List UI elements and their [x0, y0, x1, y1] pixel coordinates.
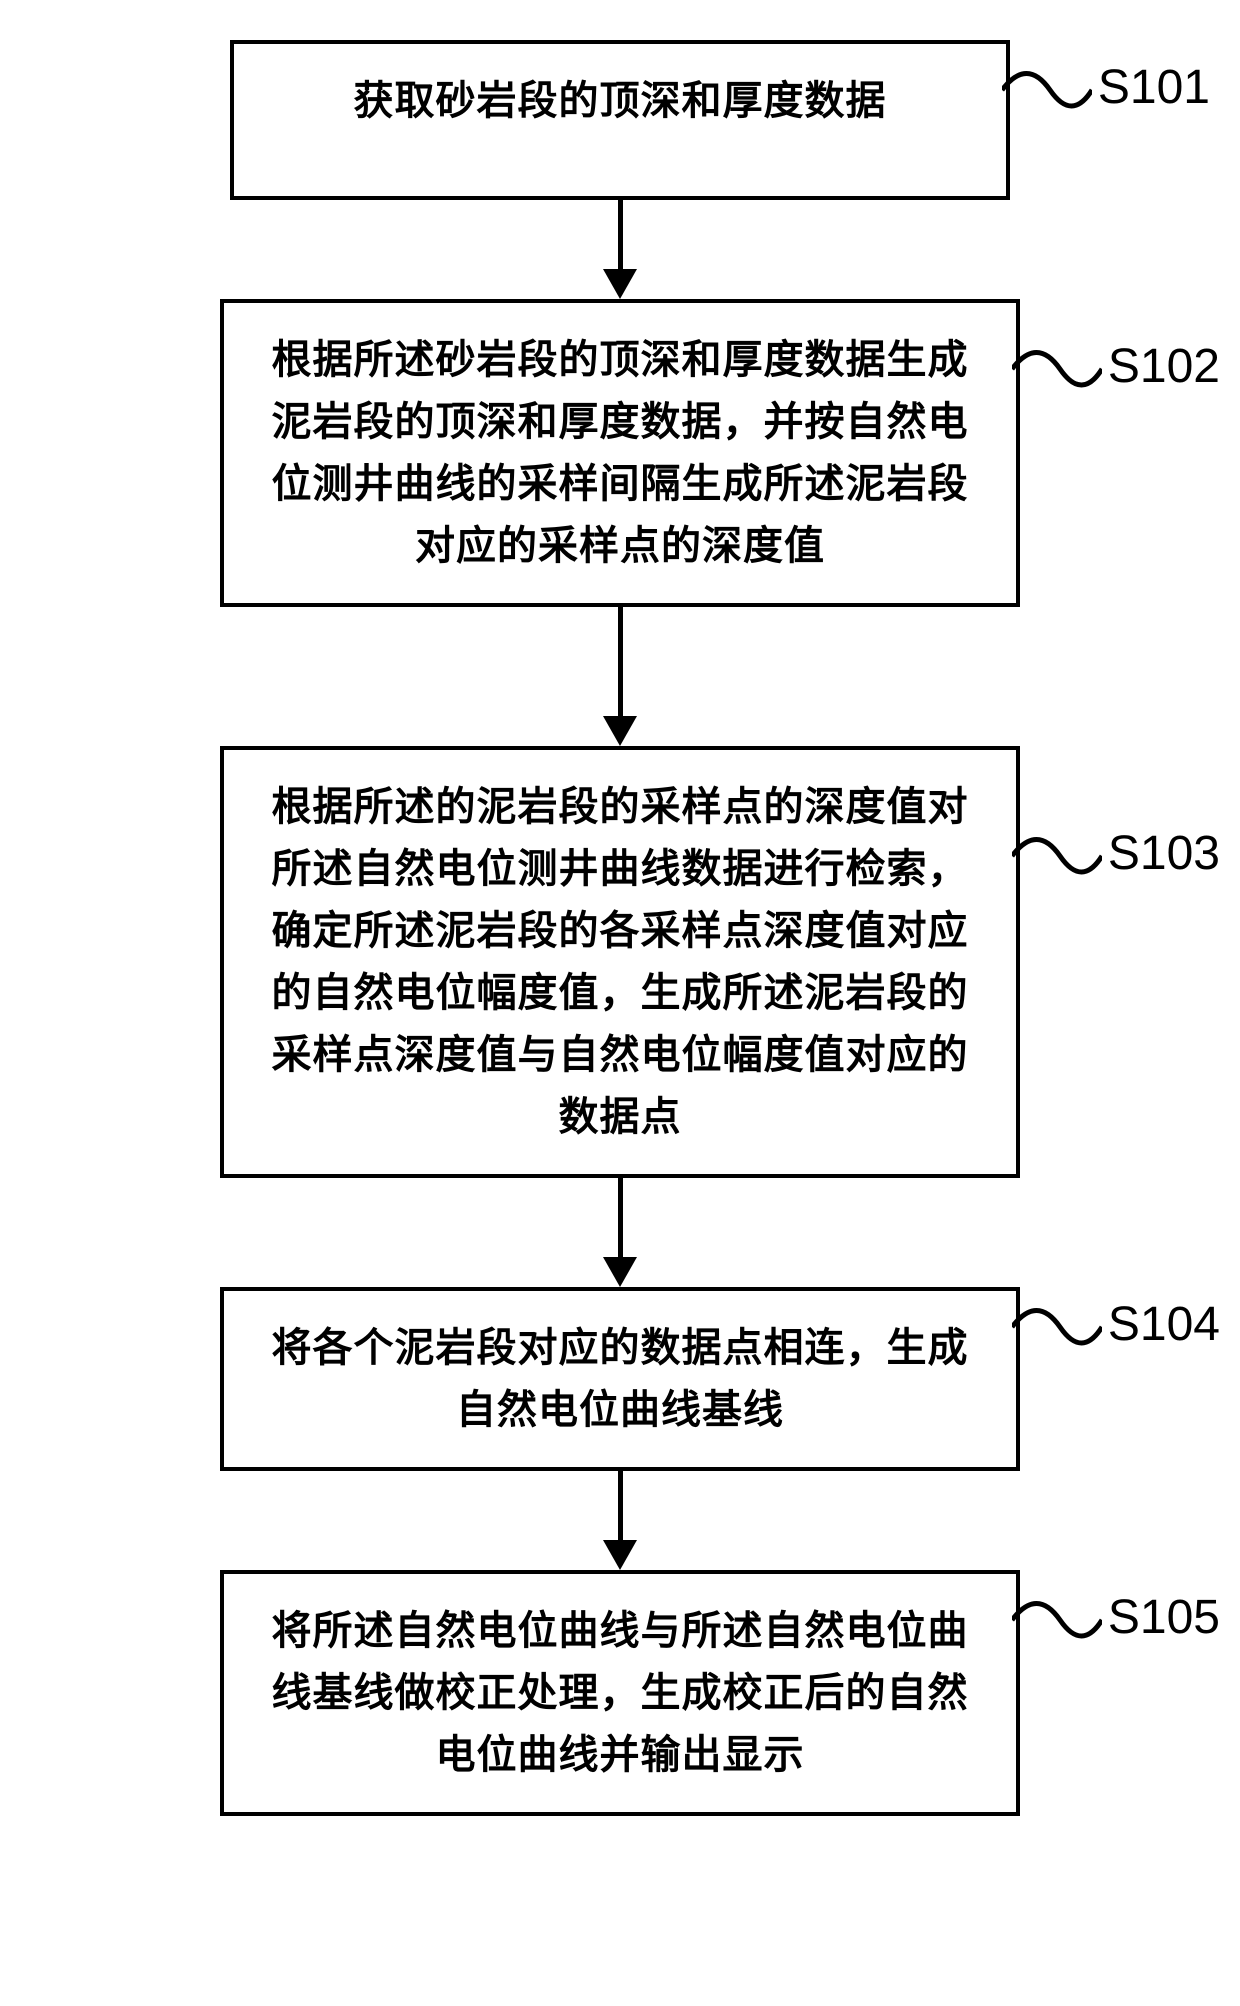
arrow-shaft: [618, 1471, 623, 1541]
flow-node-s103: 根据所述的泥岩段的采样点的深度值对所述自然电位测井曲线数据进行检索，确定所述泥岩…: [220, 746, 1020, 1178]
flow-node-s101: 获取砂岩段的顶深和厚度数据: [230, 40, 1010, 200]
flow-node-s104: 将各个泥岩段对应的数据点相连，生成自然电位曲线基线: [220, 1287, 1020, 1471]
flow-arrow: [160, 1471, 1080, 1570]
arrow-head-icon: [603, 716, 637, 746]
flow-node-text: 根据所述的泥岩段的采样点的深度值对所述自然电位测井曲线数据进行检索，确定所述泥岩…: [264, 776, 976, 1148]
step-label: S101: [1098, 60, 1210, 115]
flow-step: 根据所述的泥岩段的采样点的深度值对所述自然电位测井曲线数据进行检索，确定所述泥岩…: [220, 746, 1020, 1178]
flow-arrow: [160, 200, 1080, 299]
arrow-head-icon: [603, 1257, 637, 1287]
flow-node-s105: 将所述自然电位曲线与所述自然电位曲线基线做校正处理，生成校正后的自然电位曲线并输…: [220, 1570, 1020, 1816]
label-connector-curve: [1012, 1592, 1102, 1672]
step-label: S105: [1108, 1590, 1220, 1645]
label-connector-curve: [1012, 828, 1102, 908]
arrow-head-icon: [603, 269, 637, 299]
step-label: S103: [1108, 826, 1220, 881]
step-label: S102: [1108, 339, 1220, 394]
flow-node-text: 获取砂岩段的顶深和厚度数据: [274, 70, 966, 132]
flow-node-text: 将各个泥岩段对应的数据点相连，生成自然电位曲线基线: [264, 1317, 976, 1441]
flow-node-text: 将所述自然电位曲线与所述自然电位曲线基线做校正处理，生成校正后的自然电位曲线并输…: [264, 1600, 976, 1786]
arrow-shaft: [618, 607, 623, 717]
label-connector-curve: [1012, 341, 1102, 421]
flow-node-s102: 根据所述砂岩段的顶深和厚度数据生成泥岩段的顶深和厚度数据，并按自然电位测井曲线的…: [220, 299, 1020, 607]
flow-node-text: 根据所述砂岩段的顶深和厚度数据生成泥岩段的顶深和厚度数据，并按自然电位测井曲线的…: [264, 329, 976, 577]
flow-arrow: [160, 607, 1080, 746]
flow-step: 将所述自然电位曲线与所述自然电位曲线基线做校正处理，生成校正后的自然电位曲线并输…: [220, 1570, 1020, 1816]
arrow-shaft: [618, 200, 623, 270]
flow-step: 获取砂岩段的顶深和厚度数据 S101: [230, 40, 1010, 200]
step-label: S104: [1108, 1297, 1220, 1352]
label-connector-curve: [1012, 1299, 1102, 1379]
arrow-head-icon: [603, 1540, 637, 1570]
flow-arrow: [160, 1178, 1080, 1287]
label-connector-curve: [1002, 62, 1092, 142]
flow-step: 根据所述砂岩段的顶深和厚度数据生成泥岩段的顶深和厚度数据，并按自然电位测井曲线的…: [220, 299, 1020, 607]
flow-step: 将各个泥岩段对应的数据点相连，生成自然电位曲线基线 S104: [220, 1287, 1020, 1471]
arrow-shaft: [618, 1178, 623, 1258]
flowchart-container: 获取砂岩段的顶深和厚度数据 S101 根据所述砂岩段的顶深和厚度数据生成泥岩段的…: [160, 40, 1080, 1816]
